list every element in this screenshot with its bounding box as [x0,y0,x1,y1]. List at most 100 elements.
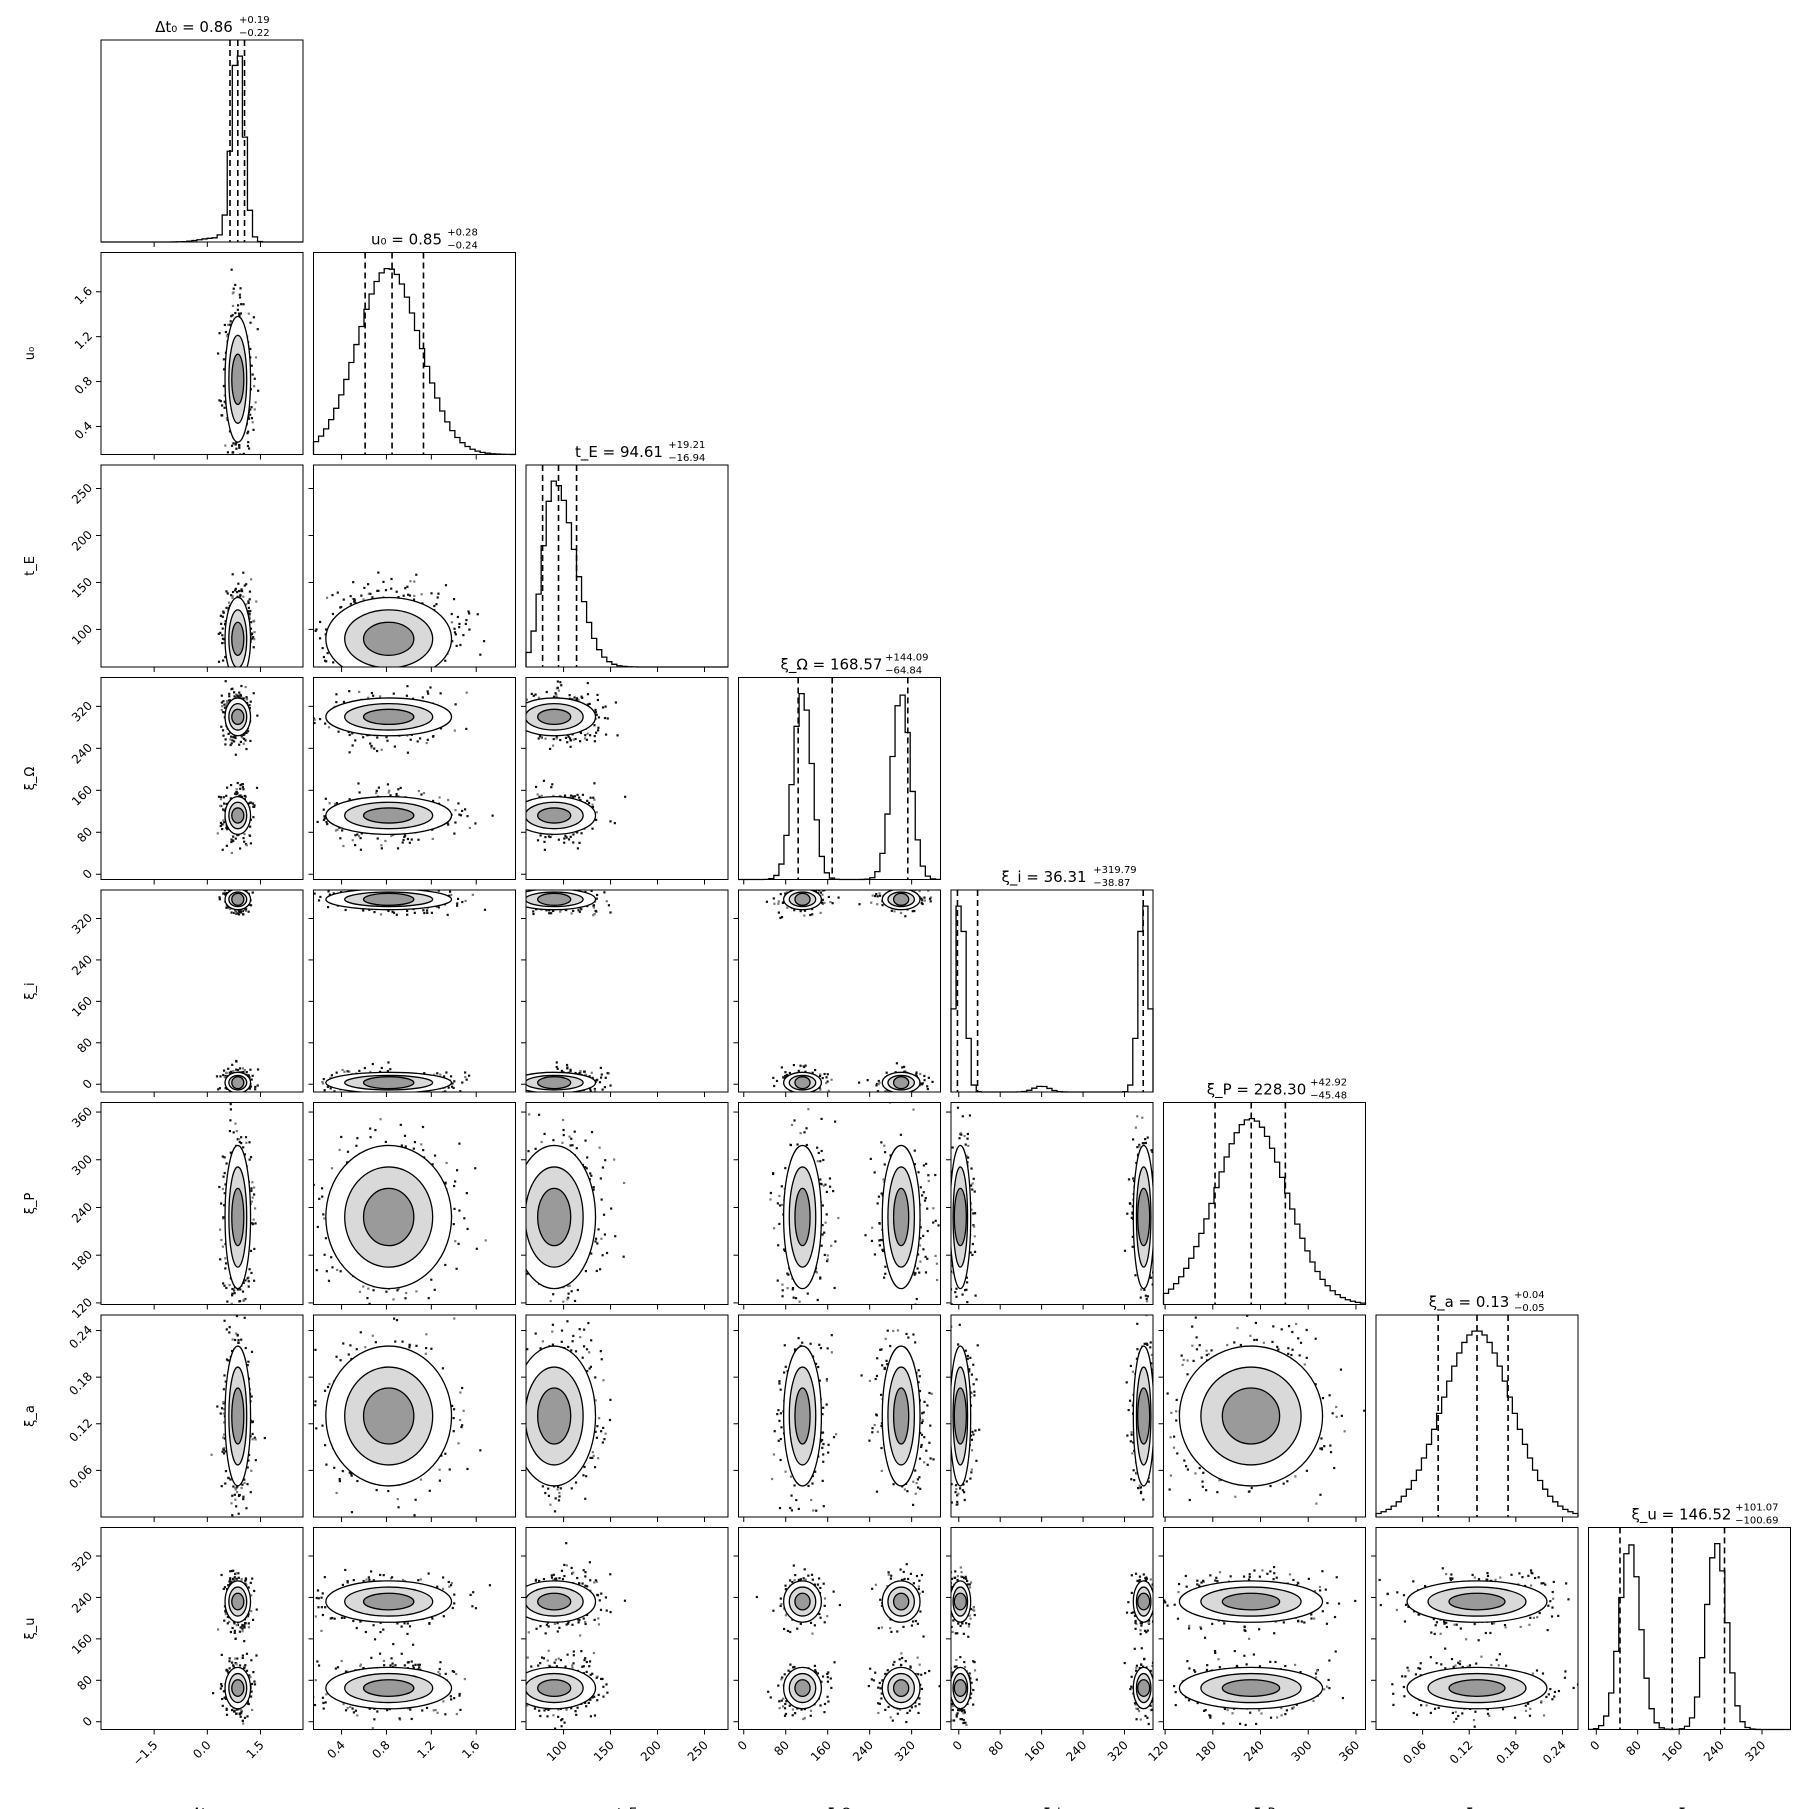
sample-point [389,794,392,797]
density-contour [362,807,415,824]
sample-point [239,794,242,797]
sample-point [395,590,398,593]
sample-point [239,453,242,455]
sample-point [453,631,457,634]
sample-point [218,399,221,402]
sample-point [236,1068,240,1072]
sample-point [220,404,224,407]
sample-point [589,734,592,737]
sample-point [238,1100,240,1102]
sample-point [544,737,547,740]
sample-point [221,634,224,637]
sample-point [594,711,597,714]
sample-point [579,731,583,735]
sample-point [249,347,252,351]
sample-point [314,629,317,632]
sample-point [413,580,416,583]
sample-point [603,716,607,720]
sample-point [231,886,233,888]
sample-point [609,820,612,823]
hist-panel-tE: t_E = 94.61 +19.21−16.94 [525,440,729,672]
sample-point [436,596,439,599]
sample-point [222,610,225,613]
sample-point [591,806,595,809]
sample-point [233,911,236,915]
sample-point [231,739,234,742]
sample-point [253,377,256,380]
sample-point [221,627,224,630]
sample-point [252,316,255,319]
sample-point [250,578,253,581]
sample-point [236,781,239,785]
sample-point [406,685,409,688]
sample-point [291,640,293,642]
sample-point [447,823,450,826]
sample-point [249,609,252,613]
sample-point [326,651,329,655]
sample-point [227,323,230,327]
sample-point [218,896,221,899]
sample-point [466,815,469,818]
sample-point [375,749,379,753]
sample-point [286,810,288,812]
sample-point [519,719,521,721]
sample-point [348,798,351,801]
sample-point [227,1097,229,1099]
sample-point [220,708,223,712]
scatter-panel-u0-vs-tE [291,464,516,672]
y-tick-label-xiOmega: 160 [69,783,95,809]
sample-point [613,822,616,825]
sample-point [250,364,253,367]
sample-point [247,441,250,444]
sample-point [234,735,237,738]
sample-point [322,808,325,811]
sample-point [248,598,251,601]
sample-point [474,822,477,825]
sample-point [256,1084,259,1087]
sample-point [349,602,353,606]
sample-point [248,707,251,710]
sample-point [220,694,223,697]
sample-point [221,848,224,851]
sample-point [253,638,256,641]
panel-frame [313,252,516,455]
sample-point [235,912,238,915]
sample-point [225,590,228,593]
sample-point [244,909,248,912]
sample-point [545,690,548,694]
y-tick-label-tE: 100 [69,622,95,648]
sample-point [581,793,585,796]
panel-title-xiOmega: ξ_Ω = 168.57 [781,656,883,675]
sample-point [225,700,229,703]
sample-point [222,384,225,388]
sample-point [246,444,250,448]
sample-point [595,811,598,814]
sample-point [243,461,245,463]
sample-point [614,701,617,704]
sample-point [238,911,241,914]
sample-point [241,668,243,670]
sample-point [354,739,357,742]
sample-point [231,590,235,594]
sample-point [408,594,412,597]
sample-point [241,590,244,593]
sample-point [406,837,410,841]
sample-point [219,631,222,634]
sample-point [252,636,255,639]
sample-point [373,747,376,750]
sample-point [325,820,328,824]
sample-point [417,790,420,793]
sample-point [250,1078,253,1081]
sample-point [248,704,251,707]
sample-point [223,706,227,709]
sample-point [227,699,231,702]
sample-point [230,851,234,855]
sample-point [233,792,237,795]
sample-point [218,1087,221,1090]
sample-point [359,848,363,851]
sample-point [377,786,380,789]
sample-point [254,356,258,359]
sample-point [234,311,237,315]
